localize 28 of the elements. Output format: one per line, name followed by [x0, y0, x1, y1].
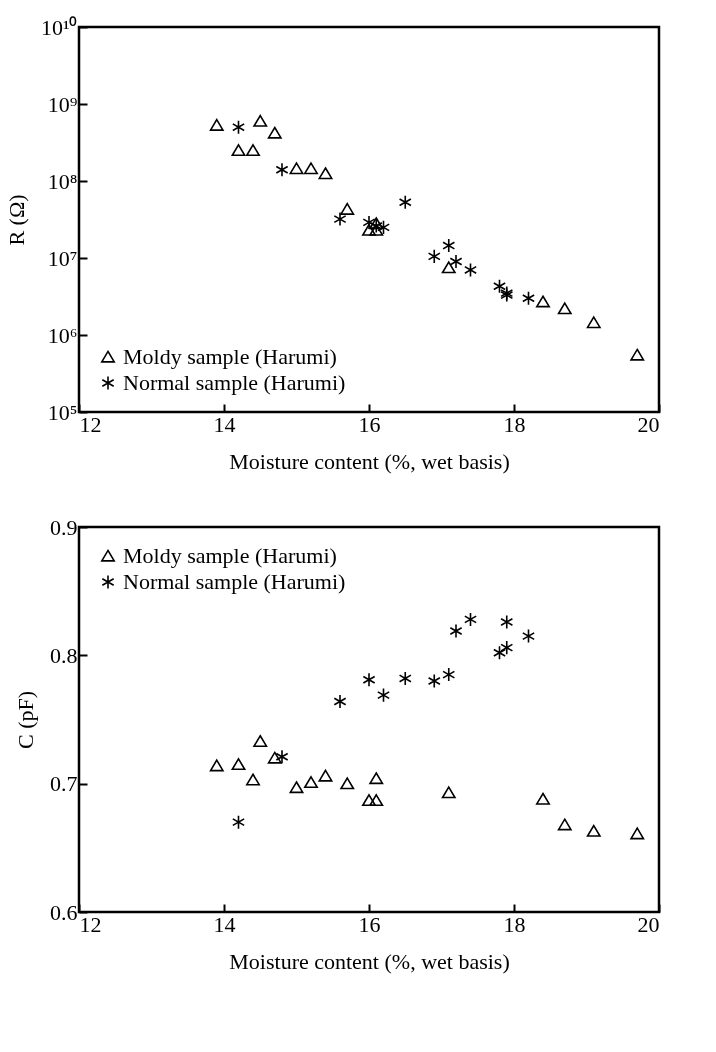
- x-axis-title: Moisture content (%, wet basis): [229, 948, 510, 974]
- x-tick-label: 14: [213, 411, 236, 437]
- x-tick-label: 20: [637, 911, 660, 937]
- y-tick-label: 0.8: [50, 642, 78, 668]
- y-tick-label: 10⁹: [47, 91, 78, 117]
- y-axis-title: R (Ω): [3, 194, 29, 246]
- legend-label: Moldy sample (Harumi): [123, 344, 337, 369]
- y-tick-label: 10¹⁰: [40, 14, 78, 40]
- y-tick-label: 0.9: [50, 514, 78, 540]
- y-tick-label: 10⁶: [47, 322, 78, 348]
- y-tick-label: 0.6: [50, 899, 78, 925]
- x-tick-label: 20: [637, 411, 660, 437]
- y-axis-title: C (pF): [13, 690, 38, 750]
- y-tick-label: 10⁵: [47, 399, 78, 425]
- x-tick-label: 16: [358, 911, 381, 937]
- y-tick-label: 10⁷: [47, 245, 78, 271]
- x-tick-label: 12: [79, 911, 102, 937]
- x-tick-label: 18: [503, 911, 526, 937]
- x-tick-label: 14: [213, 911, 236, 937]
- x-tick-label: 18: [503, 411, 526, 437]
- y-tick-label: 10⁸: [47, 168, 78, 194]
- legend-label: Moldy sample (Harumi): [123, 543, 337, 568]
- x-tick-label: 16: [358, 411, 381, 437]
- legend-label: Normal sample (Harumi): [123, 569, 346, 594]
- x-tick-label: 12: [79, 411, 102, 437]
- x-axis-title: Moisture content (%, wet basis): [229, 448, 510, 474]
- legend-label: Normal sample (Harumi): [123, 370, 346, 395]
- y-tick-label: 0.7: [50, 771, 78, 797]
